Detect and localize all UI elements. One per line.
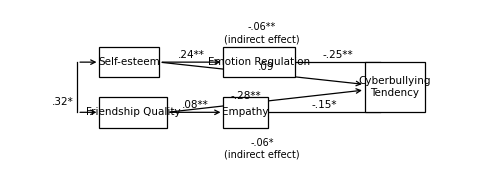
- FancyBboxPatch shape: [365, 62, 425, 112]
- Text: .09: .09: [258, 62, 274, 72]
- FancyBboxPatch shape: [224, 97, 268, 128]
- Text: -.06**
(indirect effect): -.06** (indirect effect): [224, 22, 300, 44]
- Text: -.28**: -.28**: [231, 91, 262, 101]
- FancyBboxPatch shape: [224, 47, 295, 77]
- Text: .08**: .08**: [182, 100, 208, 110]
- Text: Self-esteem: Self-esteem: [98, 57, 160, 67]
- FancyBboxPatch shape: [100, 47, 160, 77]
- Text: .24**: .24**: [178, 50, 205, 60]
- Text: Empathy: Empathy: [222, 107, 269, 117]
- Text: -.15*: -.15*: [312, 100, 337, 110]
- Text: -.06*
(indirect effect): -.06* (indirect effect): [224, 138, 300, 160]
- Text: .32*: .32*: [52, 97, 74, 107]
- Text: Emotion Regulation: Emotion Regulation: [208, 57, 310, 67]
- FancyBboxPatch shape: [100, 97, 167, 128]
- Text: Friendship Quality: Friendship Quality: [86, 107, 180, 117]
- Text: Cyberbullying
Tendency: Cyberbullying Tendency: [358, 76, 431, 98]
- Text: -.25**: -.25**: [322, 50, 353, 60]
